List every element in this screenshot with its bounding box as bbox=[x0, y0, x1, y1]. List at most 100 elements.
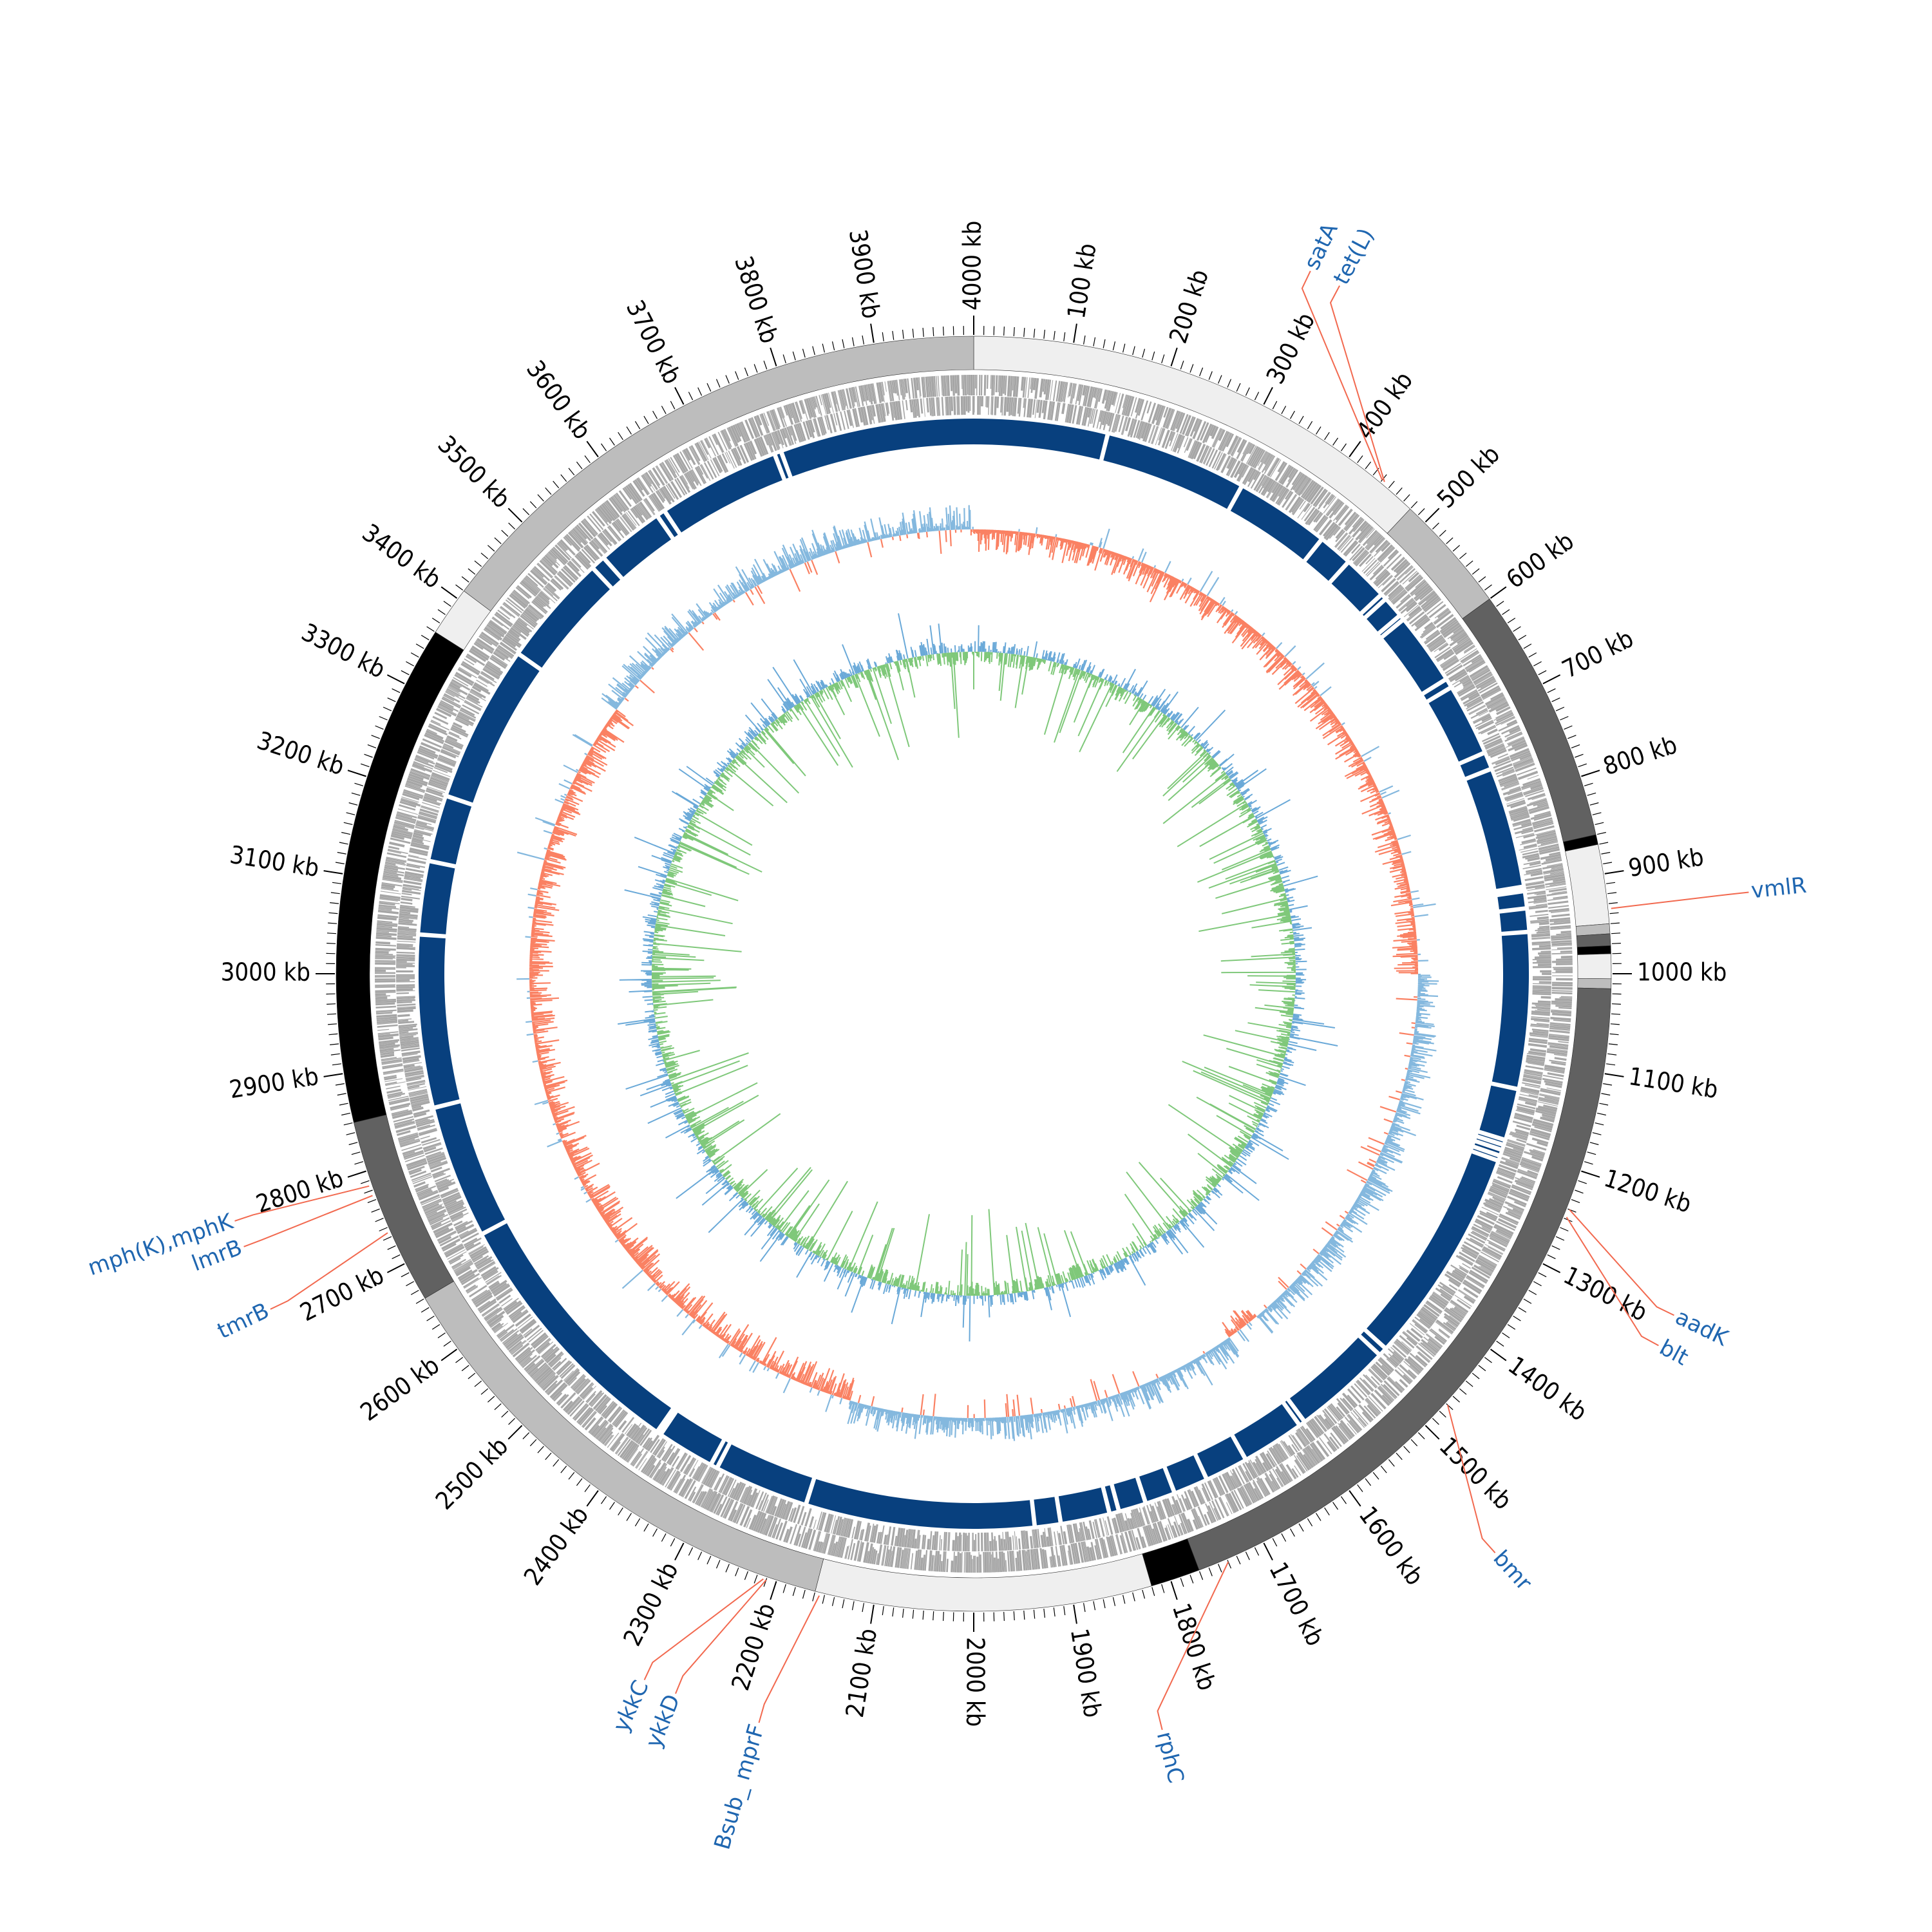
contig-segment-5 bbox=[1565, 844, 1610, 927]
tick-label: 1900 kb bbox=[1065, 1626, 1107, 1719]
contig-segment-8 bbox=[1577, 945, 1611, 955]
tick-label: 2300 kb bbox=[618, 1558, 683, 1651]
blast-segment-40 bbox=[484, 1223, 671, 1430]
gene-callout-line bbox=[270, 1232, 388, 1310]
tick-label: 3000 kb bbox=[221, 958, 310, 987]
blast-segment-52 bbox=[783, 419, 974, 477]
blast-segment-27 bbox=[1234, 1404, 1297, 1457]
gene-callout-line bbox=[1446, 1405, 1496, 1553]
tick-label: 1000 kb bbox=[1637, 958, 1727, 987]
blast-segment-26 bbox=[1285, 1401, 1302, 1423]
gene-label: blt bbox=[1655, 1334, 1692, 1370]
blast-segment-36 bbox=[719, 1444, 813, 1502]
blast-segment-6 bbox=[1363, 597, 1383, 616]
tick-label: 2700 kb bbox=[296, 1261, 388, 1327]
gene-callout-line bbox=[643, 1578, 764, 1681]
blast-segment-2 bbox=[1103, 435, 1240, 509]
blast-segment-46 bbox=[520, 570, 610, 668]
tick-label: 3300 kb bbox=[297, 618, 390, 683]
tick-label: 3600 kb bbox=[521, 355, 597, 445]
tick-label: 800 kb bbox=[1600, 730, 1680, 781]
tick-label: 2100 kb bbox=[840, 1626, 882, 1719]
blast-segment-20 bbox=[1476, 1138, 1502, 1148]
tick-label: 1300 kb bbox=[1559, 1261, 1652, 1327]
cds-reverse-strand bbox=[396, 396, 1551, 1551]
tick-label: 3700 kb bbox=[621, 296, 687, 388]
major-tick-marks bbox=[316, 316, 1632, 1632]
gc-content-track bbox=[618, 613, 1338, 1342]
tick-label: 1800 kb bbox=[1167, 1600, 1222, 1694]
tick-label: 900 kb bbox=[1626, 842, 1705, 882]
contig-segment-18 bbox=[463, 336, 974, 612]
blast-segment-38 bbox=[663, 1412, 723, 1463]
gene-label: rphC bbox=[1151, 1729, 1189, 1786]
blast-segment-9 bbox=[1383, 622, 1444, 692]
blast-segment-35 bbox=[808, 1479, 1033, 1529]
blast-segment-42 bbox=[418, 936, 460, 1106]
contig-segment-9 bbox=[1577, 953, 1612, 980]
blast-segment-37 bbox=[714, 1441, 728, 1466]
tick-label: 3400 kb bbox=[357, 518, 447, 594]
tick-label: 2800 kb bbox=[252, 1164, 346, 1218]
blast-segment-15 bbox=[1497, 893, 1525, 910]
blast-segment-18 bbox=[1479, 1085, 1517, 1138]
tick-label: 200 kb bbox=[1164, 266, 1214, 346]
tick-label: 500 kb bbox=[1432, 440, 1505, 513]
blast-segment-23 bbox=[1367, 1153, 1496, 1346]
blast-segment-32 bbox=[1104, 1485, 1117, 1512]
gene-callout-line bbox=[1566, 1217, 1659, 1347]
tick-label: 2900 kb bbox=[227, 1062, 321, 1104]
blast-segment-7 bbox=[1367, 601, 1397, 632]
blast-segment-41 bbox=[435, 1103, 506, 1232]
tick-label: 2000 kb bbox=[961, 1637, 990, 1727]
tick-label: 1100 kb bbox=[1627, 1062, 1720, 1104]
blast-segment-45 bbox=[448, 656, 540, 803]
tick-label: 600 kb bbox=[1501, 527, 1579, 594]
tick-label: 100 kb bbox=[1062, 242, 1102, 321]
blast-segment-12 bbox=[1460, 755, 1490, 777]
tick-label: 1700 kb bbox=[1264, 1558, 1329, 1651]
tick-label: 2200 kb bbox=[726, 1600, 781, 1694]
blast-segment-29 bbox=[1166, 1455, 1204, 1491]
blast-segment-43 bbox=[420, 863, 455, 934]
blast-segment-13 bbox=[1466, 771, 1522, 889]
minor-tick-marks bbox=[326, 326, 1622, 1622]
tick-label: 1200 kb bbox=[1601, 1164, 1695, 1218]
gene-label: Bsub_ mprF bbox=[710, 1721, 770, 1852]
cds-ring bbox=[375, 375, 1573, 1573]
tick-label: 1500 kb bbox=[1434, 1432, 1518, 1515]
blast-identity-ring bbox=[418, 419, 1529, 1529]
blast-segment-3 bbox=[1230, 488, 1320, 560]
contig-segment-11 bbox=[1187, 987, 1612, 1571]
blast-segment-4 bbox=[1306, 542, 1346, 581]
blast-segment-47 bbox=[595, 560, 621, 587]
contig-segment-10 bbox=[1577, 978, 1612, 989]
blast-segment-28 bbox=[1197, 1436, 1244, 1477]
tick-label: 1600 kb bbox=[1354, 1501, 1430, 1591]
blast-segment-11 bbox=[1428, 690, 1482, 762]
gene-callout-line bbox=[675, 1579, 767, 1694]
gene-label: tmrB bbox=[213, 1298, 273, 1344]
gene-callout-line bbox=[234, 1185, 370, 1222]
tick-label: 2400 kb bbox=[518, 1501, 594, 1591]
gc-skew-track bbox=[516, 505, 1439, 1441]
blast-segment-25 bbox=[1289, 1338, 1378, 1419]
gene-callout-line bbox=[243, 1195, 373, 1247]
gene-callout-line bbox=[1329, 285, 1385, 482]
gc-content-low-series bbox=[651, 651, 1296, 1296]
blast-segment-21 bbox=[1474, 1143, 1500, 1153]
gene-label: bmr bbox=[1488, 1546, 1537, 1596]
blast-segment-17 bbox=[1492, 934, 1529, 1087]
gene-callout-line bbox=[1301, 270, 1383, 480]
contig-segment-14 bbox=[424, 1281, 824, 1592]
gc-content-high-series bbox=[618, 613, 1338, 1342]
gene-callout-line bbox=[1569, 1209, 1674, 1316]
blast-segment-51 bbox=[777, 453, 789, 479]
tick-label: 3100 kb bbox=[228, 840, 321, 882]
gc-skew-negative-series bbox=[516, 505, 1439, 1441]
tick-label: 1400 kb bbox=[1503, 1351, 1593, 1427]
blast-segment-33 bbox=[1058, 1487, 1108, 1522]
tick-label: 3800 kb bbox=[729, 252, 784, 346]
blast-segment-22 bbox=[1473, 1148, 1498, 1159]
